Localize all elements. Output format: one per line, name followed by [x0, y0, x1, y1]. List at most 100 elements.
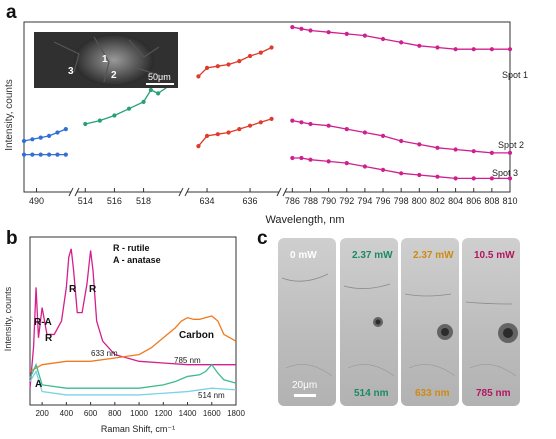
data-point-red-0	[237, 59, 242, 64]
data-point-red-1	[247, 123, 253, 128]
series-line-magenta-1	[292, 119, 510, 154]
x-tick-label: 788	[303, 196, 318, 206]
data-point-magenta-0	[362, 33, 367, 38]
data-point-blue-0	[38, 135, 43, 140]
data-point-magenta-1	[453, 147, 458, 152]
data-point-magenta-2	[362, 164, 367, 169]
data-point-magenta-2	[471, 176, 476, 181]
data-point-blue-0	[46, 133, 52, 138]
axis-break-gap-2	[279, 188, 285, 196]
tile-power-label: 10.5 mW	[474, 250, 515, 261]
peak-label-r3: R	[89, 284, 97, 295]
data-point-magenta-1	[344, 127, 349, 132]
x-tick-label: 490	[29, 196, 44, 206]
panel-b-chart: 200 400 600 800 1000 1200 1400 1600 1800 Intensi…	[3, 236, 245, 434]
x-tick-label: 636	[243, 196, 258, 206]
data-point-magenta-2	[435, 174, 440, 179]
data-point-magenta-2	[290, 155, 295, 161]
data-point-blue-1	[63, 152, 68, 157]
data-point-red-1	[269, 116, 274, 121]
x-tick-label: 792	[339, 196, 354, 206]
data-point-green-0	[148, 87, 153, 93]
data-point-magenta-1	[471, 149, 476, 154]
x-tick-label: 790	[321, 196, 336, 206]
data-point-magenta-0	[417, 43, 422, 48]
data-point-magenta-0	[308, 28, 313, 33]
x-tick-label: 514	[78, 196, 93, 206]
inset-label-2: 2	[111, 70, 117, 81]
panel-a-frame	[23, 21, 511, 193]
data-point-magenta-1	[290, 118, 295, 123]
data-point-magenta-2	[507, 176, 513, 181]
x-tick-label: 808	[484, 196, 499, 206]
panel-b-ylabel: Intensity, counts	[3, 286, 13, 351]
axis-break-gap-1	[181, 188, 187, 196]
data-point-red-0	[215, 64, 220, 69]
x-tick-label: 1400	[179, 409, 197, 418]
spectrum-line-0	[29, 248, 236, 389]
x-tick-label: 794	[357, 196, 372, 206]
tile-power-label: 2.37 mW	[413, 250, 454, 261]
x-tick-label: 800	[412, 196, 427, 206]
data-point-green-0	[112, 113, 117, 118]
inset-label-3: 3	[68, 66, 74, 77]
x-tick-label: 634	[200, 196, 215, 206]
data-point-magenta-1	[308, 121, 313, 127]
data-point-blue-1	[46, 152, 52, 157]
x-tick-label: 1600	[203, 409, 221, 418]
data-point-blue-0	[30, 137, 35, 142]
panel-b-xlabel: Raman Shift, cm⁻¹	[101, 424, 175, 434]
tile-scale-label: 20μm	[292, 380, 318, 391]
micrograph-tile: 2.37 mW 633 nm	[401, 238, 459, 406]
tile-texture	[281, 273, 333, 377]
data-point-blue-1	[55, 152, 60, 157]
tile-texture	[343, 283, 395, 377]
peak-label-r1: R	[45, 333, 53, 344]
x-tick-label: 800	[108, 409, 122, 418]
micrograph-tile: 2.37 mW 514 nm	[340, 238, 398, 406]
x-tick-label: 600	[84, 409, 98, 418]
series-label-633: 633 nm	[91, 349, 118, 358]
data-point-magenta-1	[299, 120, 304, 125]
data-point-blue-0	[63, 127, 68, 132]
data-point-blue-1	[30, 152, 35, 157]
data-point-red-1	[258, 120, 263, 125]
data-point-magenta-0	[290, 25, 295, 30]
data-point-blue-1	[38, 152, 43, 157]
x-tick-label: 518	[136, 196, 151, 206]
tile-wavelength-label: 514 nm	[354, 388, 389, 399]
x-tick-label: 786	[285, 196, 300, 206]
legend-anatase: A - anatase	[113, 255, 161, 265]
tile-scale-bar	[294, 394, 316, 397]
tile-wavelength-label: 785 nm	[476, 388, 511, 399]
x-tick-label: 1000	[130, 409, 148, 418]
series-line-magenta-2	[292, 157, 510, 180]
data-point-magenta-0	[471, 47, 476, 52]
data-point-red-0	[258, 50, 263, 55]
data-point-magenta-1	[435, 145, 440, 150]
data-point-red-1	[226, 130, 231, 135]
data-point-green-0	[83, 121, 88, 127]
x-tick-label: 200	[35, 409, 49, 418]
axis-break-mark-1	[178, 187, 184, 197]
data-point-magenta-1	[399, 138, 404, 144]
panel-a-chart: 490 514 516 518 634 636 786 788 790 792 794 796 798 8…	[4, 21, 528, 226]
data-point-green-0	[156, 91, 161, 96]
peak-label-carbon: Carbon	[179, 330, 214, 341]
x-tick-label: 804	[448, 196, 463, 206]
data-point-magenta-2	[453, 176, 458, 181]
data-point-magenta-0	[453, 47, 458, 52]
panel-a-ylabel: Intensity, counts	[4, 79, 15, 151]
data-point-magenta-1	[362, 130, 367, 135]
tile-texture	[404, 293, 456, 377]
inset-scale-bar	[146, 83, 174, 85]
spectrum-line-1	[29, 315, 237, 372]
x-tick-label: 802	[430, 196, 445, 206]
data-point-magenta-2	[308, 157, 313, 162]
data-point-magenta-2	[326, 159, 331, 164]
panel-a-letter: a	[6, 2, 17, 23]
data-point-red-1	[215, 132, 220, 137]
data-point-magenta-1	[417, 142, 422, 147]
spectrum-line-3	[29, 369, 237, 396]
data-point-magenta-2	[417, 172, 422, 178]
